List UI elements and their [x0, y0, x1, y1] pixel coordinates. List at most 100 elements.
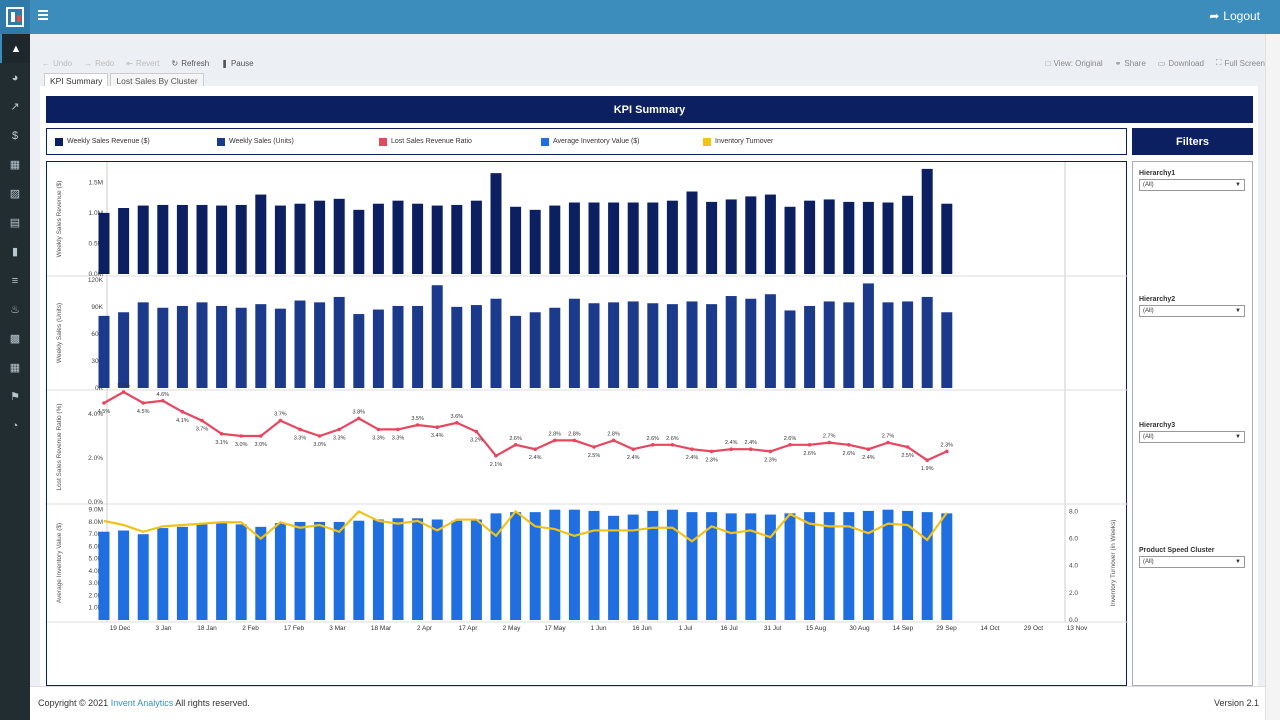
lost-sales-point: [219, 432, 224, 436]
archive-icon[interactable]: ▩: [9, 333, 21, 345]
legend-item-lost-sales[interactable]: Lost Sales Revenue Ratio: [379, 137, 541, 146]
line-chart-icon[interactable]: ↗: [10, 101, 20, 113]
select-value: (All): [1143, 559, 1154, 565]
x-tick-label: 30 Aug: [849, 625, 870, 632]
logo-mark: [6, 7, 24, 27]
dashboard-icon[interactable]: ◕: [11, 71, 19, 84]
revenue-bar: [118, 208, 130, 274]
refresh-icon: ↻: [171, 58, 179, 68]
redo-button[interactable]: → Redo: [84, 59, 114, 68]
units-bar: [608, 302, 620, 388]
inventory-bar: [392, 518, 404, 620]
speed-cluster-select[interactable]: (All) ▼: [1139, 556, 1245, 568]
revenue-bar: [451, 204, 463, 274]
download-label: Download: [1168, 58, 1204, 68]
lost-sales-data-label: 2.1%: [490, 462, 503, 468]
kpi-charts-svg[interactable]: Weekly Sales Revenue ($) 0.0M 0.5M 1.0M 1.5M…: [47, 162, 1128, 687]
legend-item-inventory-value[interactable]: Average Inventory Value ($): [541, 137, 703, 146]
lost-sales-data-label: 3.7%: [274, 412, 287, 418]
fullscreen-label: Full Screen: [1224, 58, 1265, 68]
lost-sales-point: [592, 445, 596, 449]
calendar-icon[interactable]: ▦: [9, 362, 21, 374]
x-tick-label: 2 Feb: [242, 625, 259, 632]
units-bar: [666, 304, 678, 388]
legend-item-units[interactable]: Weekly Sales (Units): [217, 137, 379, 146]
lost-sales-data-label: 2.3%: [705, 457, 718, 463]
filter-hierarchy1: Hierarchy1 (All) ▼: [1139, 170, 1247, 191]
table-icon[interactable]: ▦: [9, 159, 21, 171]
revenue-bar: [353, 209, 365, 274]
select-value: (All): [1143, 182, 1154, 188]
menu-toggle-icon[interactable]: [38, 10, 48, 24]
inventory-bar: [568, 509, 580, 620]
lost-sales-point: [298, 427, 302, 432]
logout-button[interactable]: ➦ Logout: [1209, 9, 1260, 23]
y-axis-title: Weekly Sales Revenue ($): [56, 181, 63, 258]
lost-sales-data-label: 2.6%: [784, 436, 797, 442]
view-original-button[interactable]: □ View: Original: [1046, 59, 1103, 68]
revenue-bar: [608, 202, 620, 274]
dollar-icon[interactable]: $: [11, 129, 19, 142]
download-button[interactable]: ▭ Download: [1158, 59, 1204, 68]
inventory-bar: [333, 521, 345, 620]
database-icon[interactable]: ▤: [9, 217, 21, 229]
caret-down-icon: ▼: [1235, 434, 1241, 440]
inventory-bar: [862, 510, 874, 620]
lost-sales-data-label: 2.3%: [764, 457, 777, 463]
inventory-bar: [490, 513, 502, 620]
revert-button[interactable]: ⇤ Revert: [126, 59, 159, 68]
download-icon: ▭: [1157, 58, 1166, 68]
viz-toolbar: ← Undo → Redo ⇤ Revert ↻ Refresh ❚ Pause □ Vie…: [42, 54, 1265, 72]
legend-item-revenue[interactable]: Weekly Sales Revenue ($): [55, 137, 217, 146]
units-bar: [882, 302, 894, 388]
revenue-bar: [431, 205, 443, 274]
share-button[interactable]: ⚭ Share: [1115, 59, 1146, 68]
caret-down-icon: ▼: [1235, 308, 1241, 314]
legend-item-turnover[interactable]: Inventory Turnover: [703, 137, 865, 146]
brand-link[interactable]: Invent Analytics: [110, 698, 174, 708]
units-bar: [333, 296, 345, 388]
legend-swatch-revenue: [55, 137, 63, 146]
units-bar: [823, 301, 835, 388]
fullscreen-button[interactable]: ⛶ Full Screen: [1216, 58, 1265, 68]
undo-button[interactable]: ← Undo: [42, 59, 72, 68]
lost-sales-point: [945, 449, 949, 454]
lost-sales-data-label: 2.4%: [745, 440, 758, 446]
vertical-scrollbar[interactable]: [1265, 34, 1280, 720]
book-icon[interactable]: ▮: [11, 246, 19, 258]
filters-title: Filters: [1132, 128, 1253, 155]
pause-button[interactable]: ❚ Pause: [221, 59, 253, 68]
y2-axis-title: Inventory Turnover (in Weeks): [1110, 520, 1117, 607]
x-tick-label: 1 Jun: [591, 625, 607, 632]
y-tick-label: 0K: [95, 385, 104, 392]
lost-sales-point: [455, 421, 459, 425]
inventory-bar: [431, 519, 443, 620]
truck-icon[interactable]: ▨: [9, 188, 21, 200]
lost-sales-point: [709, 449, 714, 454]
select-value: (All): [1143, 308, 1154, 314]
sliders-icon[interactable]: ≡: [11, 274, 19, 287]
hierarchy1-select[interactable]: (All) ▼: [1139, 179, 1245, 191]
x-tick-label: 15 Aug: [806, 625, 827, 632]
lost-sales-point: [121, 390, 126, 394]
lost-sales-data-label: 4.1%: [176, 418, 189, 424]
chart-area-icon[interactable]: ▲: [0, 34, 30, 63]
revenue-bar: [490, 173, 502, 274]
lost-sales-data-label: 2.7%: [823, 434, 836, 440]
inventory-bar: [549, 509, 561, 620]
flag-icon[interactable]: ⚑: [10, 391, 20, 403]
bell-icon[interactable]: ♨: [10, 304, 20, 316]
lost-sales-data-label: 2.7%: [882, 434, 895, 440]
x-tick-label: 16 Jul: [720, 625, 738, 632]
units-bar: [353, 314, 365, 388]
pie-chart-icon[interactable]: ◔: [11, 419, 19, 432]
y-tick-label: 0.5M: [89, 240, 103, 247]
inventory-bar: [784, 513, 796, 620]
revenue-bar: [568, 202, 580, 274]
lost-sales-point: [376, 427, 381, 432]
main-content: ← Undo → Redo ⇤ Revert ↻ Refresh ❚ Pause □ Vie…: [30, 34, 1265, 686]
hierarchy3-select[interactable]: (All) ▼: [1139, 431, 1245, 443]
refresh-button[interactable]: ↻ Refresh: [172, 59, 210, 68]
hierarchy2-select[interactable]: (All) ▼: [1139, 305, 1245, 317]
app-logo[interactable]: [0, 0, 30, 34]
